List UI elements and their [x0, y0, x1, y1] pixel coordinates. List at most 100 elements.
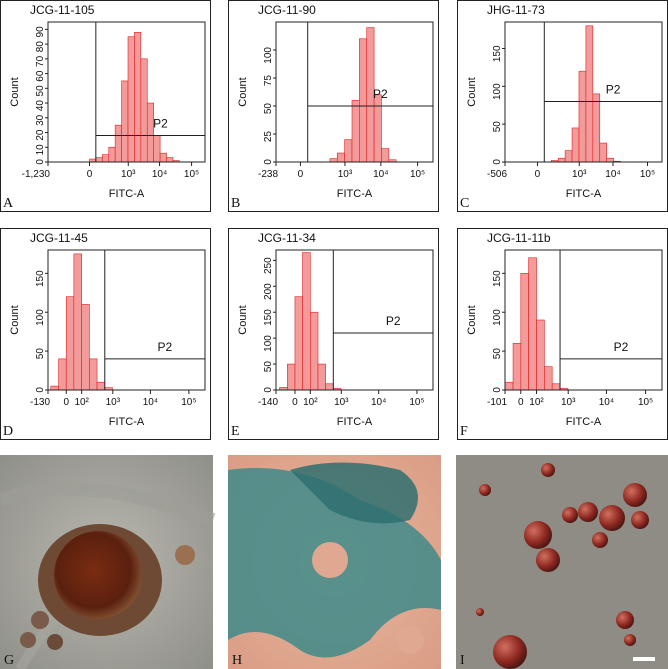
panel-label: D [3, 424, 13, 439]
x-tick-label: 0 [535, 169, 541, 180]
x-tick-label: 10³ [338, 169, 353, 180]
y-axis-label: Count [9, 77, 21, 106]
panel-frame [0, 0, 211, 212]
x-tick-label: 10⁴ [373, 169, 388, 180]
histogram-bar [153, 135, 161, 163]
plot-frame [275, 249, 434, 391]
gate-label: P2 [386, 314, 401, 328]
histogram-bar [351, 100, 360, 163]
plot-frame [504, 21, 663, 163]
x-tick-label: -140 [258, 397, 278, 408]
x-tick-label: 10³ [561, 397, 576, 408]
y-tick-label: 0 [492, 159, 503, 165]
x-tick-label: -101 [487, 397, 507, 408]
x-tick-label: 10² [303, 397, 318, 408]
chart-title: JCG-11-105 [30, 3, 95, 17]
panel-label: I [460, 653, 465, 668]
y-tick-label: 25 [263, 131, 274, 143]
y-tick-label: 150 [35, 270, 46, 287]
y-tick-label: 150 [492, 45, 503, 62]
histogram-bar [344, 139, 353, 163]
histogram-bar [336, 152, 345, 163]
histogram-bar [585, 25, 594, 163]
histogram-bar [317, 363, 326, 391]
histogram-bar [578, 70, 587, 163]
histogram-bar [50, 385, 59, 391]
y-tick-label: 100 [492, 83, 503, 100]
x-tick-label: 10³ [121, 169, 136, 180]
histogram-bar [96, 381, 106, 391]
panel-label: H [232, 653, 242, 668]
y-axis-label: Count [466, 77, 478, 106]
y-tick-label: 250 [263, 257, 274, 274]
y-tick-label: 50 [492, 121, 503, 133]
x-axis-label: FITC-A [337, 416, 373, 428]
y-axis-label: Count [9, 305, 21, 334]
y-tick-label: 100 [35, 309, 46, 326]
y-axis-label: Count [237, 77, 249, 106]
x-axis-label: FITC-A [566, 188, 602, 200]
panel-frame [228, 0, 439, 212]
y-tick-label: 0 [492, 387, 503, 393]
plot-frame [504, 249, 663, 391]
x-tick-label: 0 [292, 397, 298, 408]
chart-title: JHG-11-73 [487, 3, 545, 17]
chart-title: JCG-11-45 [30, 231, 88, 245]
x-tick-label: 10² [529, 397, 544, 408]
y-tick-label: 50 [35, 85, 46, 97]
y-tick-label: 50 [263, 103, 274, 115]
histogram-bar [310, 311, 319, 391]
plot-frame [47, 21, 206, 163]
x-tick-label: 10⁵ [181, 397, 196, 408]
y-tick-label: 150 [492, 270, 503, 287]
y-tick-label: 75 [263, 75, 274, 87]
y-tick-label: 80 [35, 41, 46, 53]
x-tick-label: 10³ [106, 397, 121, 408]
x-tick-label: 10³ [572, 169, 587, 180]
x-tick-label: -238 [258, 169, 278, 180]
y-tick-label: 0 [35, 387, 46, 393]
histogram-bar [287, 363, 296, 391]
x-tick-label: -130 [30, 397, 50, 408]
x-tick-label: 10⁵ [640, 169, 655, 180]
histogram-bar [81, 304, 90, 391]
y-tick-label: 50 [263, 361, 274, 373]
y-tick-label: 0 [263, 387, 274, 393]
y-axis-label: Count [237, 305, 249, 334]
y-tick-label: 100 [263, 335, 274, 352]
histogram-bar [544, 366, 553, 391]
image-panel-g [0, 455, 216, 669]
histogram-bar [159, 152, 167, 163]
y-tick-label: 10 [35, 144, 46, 156]
image-panel-h [228, 455, 441, 669]
y-tick-label: 70 [35, 55, 46, 67]
histogram-bar [102, 154, 110, 163]
histogram-bar [89, 358, 98, 391]
panel-label: C [460, 196, 469, 211]
panel-label: F [460, 424, 468, 439]
x-tick-label: 0 [518, 397, 524, 408]
x-axis-label: FITC-A [109, 416, 145, 428]
plot-frame [47, 249, 206, 391]
gate-label: P2 [158, 340, 173, 354]
histogram-bar [599, 142, 607, 163]
chart-title: JCG-11-34 [258, 231, 316, 245]
gate-label: P2 [606, 82, 621, 96]
histogram-bar [146, 102, 154, 163]
histogram-bar [114, 124, 122, 163]
histogram-bar [571, 127, 580, 163]
x-tick-label: -1,230 [22, 169, 51, 180]
y-tick-label: 40 [35, 100, 46, 112]
y-tick-label: 150 [263, 309, 274, 326]
histogram-bar [65, 296, 75, 391]
histogram-bar [95, 157, 103, 163]
histogram-bar [592, 93, 601, 163]
x-tick-label: 0 [298, 169, 304, 180]
histogram-bar [166, 157, 174, 163]
x-tick-label: 0 [87, 169, 93, 180]
chart-title: JCG-11-11b [487, 231, 551, 245]
gate-label: P2 [153, 116, 168, 130]
y-tick-label: 30 [35, 114, 46, 126]
x-tick-label: 10⁴ [143, 397, 158, 408]
